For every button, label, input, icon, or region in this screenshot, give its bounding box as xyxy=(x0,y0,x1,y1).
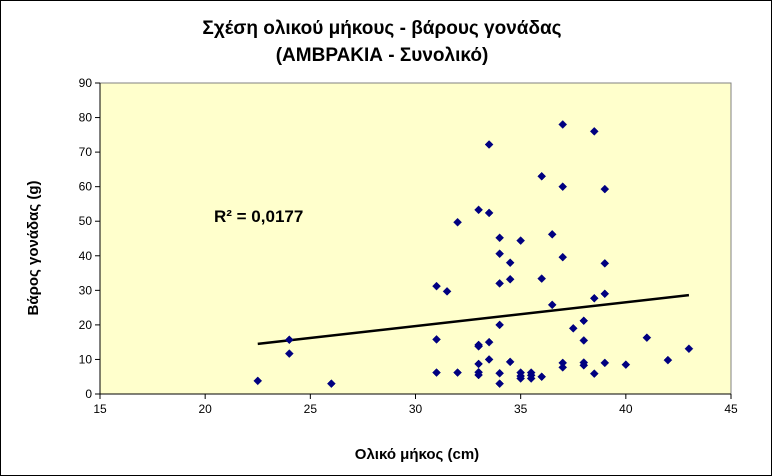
data-point xyxy=(253,376,263,386)
x-axis: 15 20 25 30 35 40 45 xyxy=(93,393,738,416)
chart-subtitle: (ΑΜΒΡΑΚΙΑ - Συνολικό) xyxy=(275,45,489,66)
x-tick-label: 35 xyxy=(514,402,528,416)
data-point xyxy=(558,182,568,192)
plot-area xyxy=(99,82,732,395)
data-point xyxy=(505,274,515,284)
data-point xyxy=(547,229,557,239)
data-point xyxy=(547,300,557,310)
x-tick-label: 25 xyxy=(304,402,318,416)
data-point xyxy=(495,320,504,330)
data-point xyxy=(432,368,441,377)
data-point xyxy=(495,379,504,388)
r-squared-annotation: R² = 0,0177 xyxy=(214,207,303,226)
y-tick-label: 0 xyxy=(85,387,92,401)
x-tick-label: 30 xyxy=(409,402,423,416)
x-tick-label: 40 xyxy=(619,402,633,416)
trendline-group xyxy=(257,293,690,346)
data-point xyxy=(621,360,631,369)
data-point xyxy=(484,337,494,347)
y-tick-label: 90 xyxy=(79,76,93,90)
x-tick-label: 20 xyxy=(198,402,212,416)
data-point xyxy=(558,363,568,372)
data-point xyxy=(284,349,294,358)
data-point xyxy=(474,205,483,215)
y-tick-label: 80 xyxy=(79,111,93,125)
data-point xyxy=(558,252,568,262)
data-point xyxy=(568,323,578,333)
y-tick-label: 50 xyxy=(79,214,93,228)
data-point xyxy=(327,379,336,388)
x-tick-label: 45 xyxy=(724,402,738,416)
y-tick-label: 40 xyxy=(79,249,93,263)
x-tick-label: 15 xyxy=(93,402,107,416)
y-tick-label: 70 xyxy=(79,145,93,159)
data-point xyxy=(663,355,673,365)
data-point xyxy=(495,233,504,243)
data-point xyxy=(600,259,610,268)
data-point xyxy=(600,289,610,299)
data-point xyxy=(474,370,483,380)
y-tick-label: 10 xyxy=(79,352,93,366)
data-point xyxy=(537,274,547,283)
data-point xyxy=(642,333,652,343)
data-point xyxy=(484,140,494,149)
data-point xyxy=(453,368,462,377)
x-axis-title: Ολικό μήκος (cm) xyxy=(355,446,479,463)
data-point xyxy=(537,171,547,181)
y-axis-title: Βάρος γονάδας (g) xyxy=(25,181,42,316)
data-point xyxy=(484,208,494,218)
data-point xyxy=(474,341,483,351)
chart-title: Σχέση ολικού μήκους - βάρους γονάδας xyxy=(202,18,562,39)
data-point xyxy=(495,249,504,259)
data-point xyxy=(284,335,294,345)
data-point xyxy=(432,335,441,344)
trendline xyxy=(257,293,690,346)
data-point xyxy=(684,344,694,354)
data-point xyxy=(600,184,610,194)
data-point xyxy=(505,357,515,367)
y-tick-label: 20 xyxy=(79,318,93,332)
data-point xyxy=(516,236,526,245)
data-point xyxy=(600,358,610,368)
data-point xyxy=(589,369,599,378)
data-point xyxy=(526,374,536,383)
data-point xyxy=(442,287,452,296)
data-point xyxy=(495,368,504,378)
data-point xyxy=(495,279,504,288)
data-point xyxy=(432,281,441,291)
data-point xyxy=(484,355,494,364)
data-point xyxy=(453,217,462,227)
data-point xyxy=(558,120,568,129)
data-point xyxy=(505,258,515,268)
data-points xyxy=(253,120,694,388)
y-tick-label: 60 xyxy=(79,180,93,194)
data-point xyxy=(516,374,526,383)
data-point xyxy=(589,127,599,136)
data-point xyxy=(579,336,589,345)
data-point xyxy=(537,372,547,382)
data-point xyxy=(579,316,589,326)
data-point xyxy=(589,293,599,303)
y-tick-label: 30 xyxy=(79,283,93,297)
data-point xyxy=(579,360,589,370)
y-axis: 0 10 20 30 40 50 60 70 80 90 xyxy=(79,76,101,401)
